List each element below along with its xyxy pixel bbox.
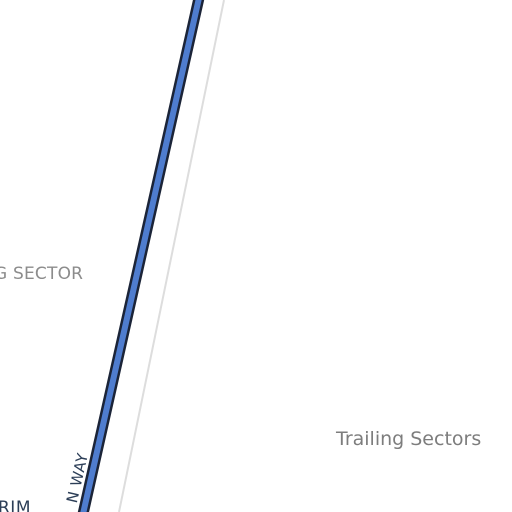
sector-label: G SECTOR (0, 264, 84, 284)
area-label-trailing-sectors: Trailing Sectors (336, 428, 482, 450)
main-road[interactable] (80, 0, 202, 512)
rim-label: RIM (0, 498, 31, 512)
secondary-path (118, 0, 225, 512)
